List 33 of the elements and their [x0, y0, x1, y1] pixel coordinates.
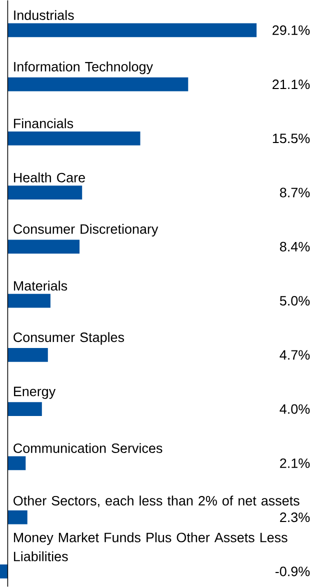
data-label: 4.7%	[280, 350, 310, 360]
data-label: 4.0%	[280, 404, 310, 414]
y-tick-label: Communication Services	[14, 443, 162, 453]
y-tick-label: Money Market Funds Plus Other Assets Less Liabilities	[14, 532, 288, 562]
bar	[8, 23, 257, 38]
y-tick-label: Financials	[14, 118, 74, 128]
bar	[8, 456, 26, 470]
bar	[8, 240, 80, 254]
y-tick-label: Other Sectors, each less than 2% of net assets	[13, 496, 300, 508]
bar	[8, 77, 188, 92]
data-label: 21.1%	[272, 80, 310, 90]
y-tick-label: Industrials	[14, 10, 74, 20]
data-label: 5.0%	[280, 296, 310, 306]
data-label: 8.4%	[280, 242, 310, 252]
y-tick-label: Consumer Staples	[14, 332, 124, 345]
bar	[8, 131, 140, 146]
data-label: -0.9%	[275, 566, 310, 576]
bar	[8, 348, 48, 362]
bar	[8, 294, 50, 308]
y-tick-label: Materials	[14, 280, 68, 291]
bar	[8, 402, 42, 416]
y-tick-label: Information Technology	[14, 62, 153, 74]
bar	[8, 186, 82, 200]
y-tick-label: Energy	[14, 386, 56, 399]
data-label: 2.3%	[280, 512, 310, 522]
bar	[0, 564, 8, 578]
data-label: 15.5%	[272, 134, 310, 144]
data-label: 29.1%	[272, 25, 310, 35]
y-tick-label: Health Care	[14, 172, 85, 182]
bar	[8, 510, 28, 524]
data-label: 8.7%	[280, 188, 310, 198]
y-tick-label: Consumer Discretionary	[14, 224, 158, 237]
data-label: 2.1%	[280, 458, 310, 468]
